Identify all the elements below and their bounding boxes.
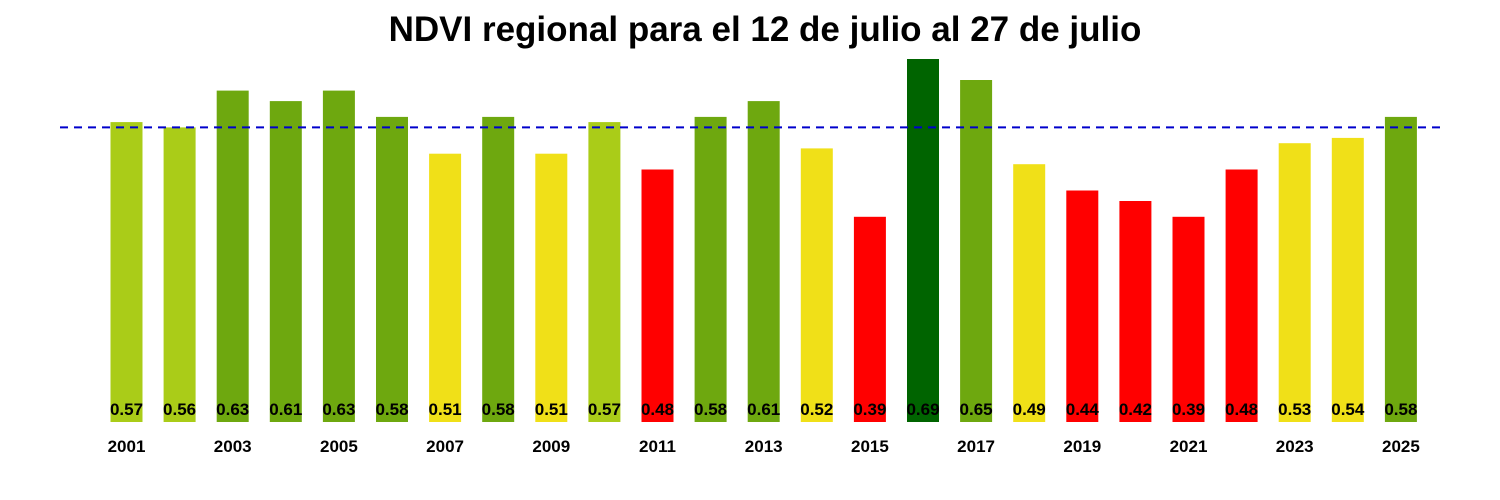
bar-2004 [269, 101, 302, 422]
value-label-2013: 0.61 [747, 400, 780, 419]
bar-2005 [322, 90, 355, 422]
value-label-2021: 0.39 [1172, 400, 1205, 419]
value-label-2007: 0.51 [429, 400, 462, 419]
value-label-2025: 0.58 [1384, 400, 1417, 419]
value-label-2012: 0.58 [694, 400, 727, 419]
bar-2015 [853, 216, 886, 422]
x-tick-2011: 2011 [639, 437, 676, 456]
bars-group [110, 59, 1417, 423]
x-tick-2009: 2009 [532, 437, 570, 456]
value-label-2009: 0.51 [535, 400, 568, 419]
bar-2006 [376, 116, 408, 423]
value-label-2006: 0.58 [375, 400, 408, 419]
x-tick-2023: 2023 [1276, 437, 1314, 456]
bar-2003 [216, 90, 249, 422]
bar-2008 [482, 116, 515, 423]
bar-2024 [1331, 137, 1364, 422]
value-label-2015: 0.39 [853, 400, 886, 419]
value-label-2016: 0.69 [906, 400, 939, 419]
value-label-2002: 0.56 [163, 400, 196, 419]
bar-2019 [1066, 190, 1099, 422]
x-tick-2005: 2005 [320, 437, 358, 456]
x-tick-2015: 2015 [851, 437, 889, 456]
value-label-2001: 0.57 [110, 400, 143, 419]
bar-2001 [110, 122, 143, 422]
x-tick-2019: 2019 [1063, 437, 1101, 456]
value-label-2019: 0.44 [1066, 400, 1100, 419]
value-label-2004: 0.61 [269, 400, 302, 419]
x-tick-2017: 2017 [957, 437, 995, 456]
value-label-2003: 0.63 [216, 400, 249, 419]
x-tick-2013: 2013 [745, 437, 783, 456]
value-label-2014: 0.52 [800, 400, 833, 419]
value-label-2023: 0.53 [1278, 400, 1311, 419]
value-label-2017: 0.65 [960, 400, 993, 419]
value-labels-group: 0.57 0.56 0.63 0.61 0.63 0.58 0.51 0.58 0.51 0.57… [110, 400, 1417, 419]
bar-2018 [1013, 164, 1046, 422]
x-tick-2007: 2007 [426, 437, 464, 456]
value-label-2022: 0.48 [1225, 400, 1258, 419]
value-label-2008: 0.58 [482, 400, 515, 419]
bar-2010 [588, 122, 621, 422]
value-label-2011: 0.48 [641, 400, 674, 419]
x-tick-2025: 2025 [1382, 437, 1420, 456]
chart-title: NDVI regional para el 12 de julio al 27 … [388, 10, 1142, 49]
bar-2007 [429, 153, 462, 422]
bar-2017 [960, 80, 993, 422]
x-tick-2021: 2021 [1170, 437, 1208, 456]
bar-2025 [1384, 116, 1417, 423]
bar-2022 [1225, 169, 1258, 422]
bar-2012 [694, 116, 727, 423]
bar-2011 [641, 169, 674, 422]
x-tick-2001: 2001 [108, 437, 146, 456]
value-label-2005: 0.63 [322, 400, 355, 419]
bar-2002 [163, 127, 196, 423]
bar-2016 [907, 59, 939, 422]
value-label-2018: 0.49 [1013, 400, 1046, 419]
value-label-2010: 0.57 [588, 400, 621, 419]
x-tick-labels-group: 2001 2003 2005 2007 2009 2011 2013 2015 2017 2019… [108, 437, 1420, 456]
bar-2023 [1278, 143, 1311, 422]
bar-2009 [535, 153, 568, 422]
bar-2021 [1172, 216, 1205, 422]
x-tick-2003: 2003 [214, 437, 252, 456]
bar-2020 [1119, 201, 1152, 422]
bar-2014 [800, 148, 833, 422]
bar-2013 [747, 101, 780, 422]
value-label-2020: 0.42 [1119, 400, 1152, 419]
value-label-2024: 0.54 [1331, 400, 1365, 419]
